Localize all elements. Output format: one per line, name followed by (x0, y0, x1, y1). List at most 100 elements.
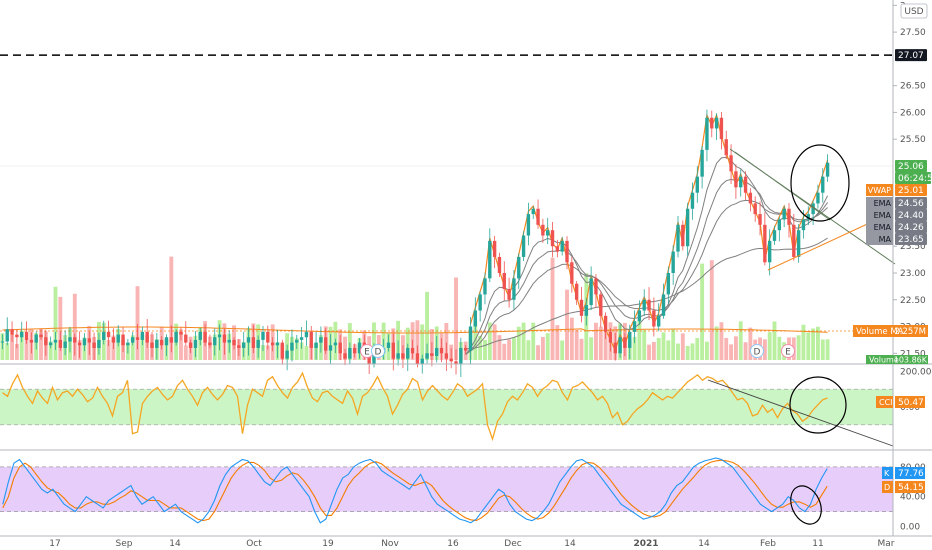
candle (348, 342, 352, 364)
candle (695, 166, 699, 203)
candle (222, 328, 227, 355)
candle (24, 321, 29, 344)
indicator-tags[interactable]: 27.07 25.06 06:24:51 VWAP 25.01 EMA 24.56 EMA 24… (853, 49, 932, 493)
volume-bar (811, 328, 816, 360)
candle (753, 196, 757, 222)
stochastic-tag[interactable]: D 54.15 (882, 481, 925, 493)
price-tag[interactable]: 23.65 (895, 233, 927, 245)
price-tag[interactable]: 27.07 (895, 49, 927, 62)
price-tag[interactable]: 25.06 (895, 160, 927, 172)
candle (502, 261, 506, 301)
candle (295, 334, 299, 349)
volume-bar (729, 344, 734, 360)
price-tag[interactable]: 25.01 (895, 184, 927, 196)
candle (280, 339, 284, 365)
indicator-name-tag[interactable]: MA (866, 233, 893, 245)
price-tag[interactable]: 24.56 (895, 197, 927, 209)
volume-bar (705, 341, 709, 360)
stochastic-tag[interactable]: K 77.76 (882, 467, 925, 479)
time-axis[interactable]: 17 Sep 14 Oct 19 Nov 16 Dec 14 2021 14 Feb 11 Mar (49, 539, 895, 549)
dividend-marker[interactable]: D (750, 344, 764, 358)
candle (439, 338, 444, 363)
candle (478, 291, 482, 322)
volume-bar (24, 338, 29, 360)
volume-bar (695, 338, 700, 360)
candle (131, 332, 135, 346)
candle (719, 111, 724, 150)
volume-bar (425, 291, 429, 360)
dividend-marker[interactable]: D (371, 344, 385, 358)
time-tick: Sep (116, 539, 133, 549)
ascending-trendline[interactable] (767, 219, 877, 271)
volume-bar (140, 334, 145, 360)
stochastic-tick: 0.00 (900, 523, 920, 533)
cci-tag[interactable]: CCI 50.47 (876, 396, 925, 408)
volume-bar (261, 345, 265, 360)
price-tag[interactable]: 06:24:51 (895, 172, 932, 184)
candle (550, 221, 555, 258)
volume-bar (748, 327, 753, 360)
candle (343, 349, 347, 366)
candle (203, 324, 207, 347)
currency-label[interactable]: USD (900, 3, 928, 19)
volume-bar (106, 339, 111, 360)
price-tag[interactable]: 24.26 (895, 221, 927, 233)
earnings-marker[interactable]: E (360, 344, 374, 358)
candle (618, 324, 622, 358)
earnings-marker[interactable]: E (781, 344, 795, 358)
volume-bar (179, 329, 183, 360)
indicator-name-tag[interactable]: EMA (866, 197, 893, 209)
volume-bar (5, 342, 10, 360)
candle (299, 327, 304, 349)
candle (599, 290, 603, 328)
time-tick: Dec (504, 539, 521, 549)
candles (0, 109, 830, 378)
volume-bar (560, 340, 565, 360)
stochastic-pane[interactable] (0, 457, 893, 529)
candle (208, 334, 212, 349)
candle (497, 252, 502, 277)
volume-bar (603, 330, 608, 360)
candle (767, 229, 772, 276)
volume-bar (565, 289, 569, 360)
volume-bar (816, 326, 820, 360)
candle (174, 329, 178, 346)
indicator-name-tag[interactable]: VWAP (866, 184, 893, 196)
volume-ma-tag[interactable]: Volume MA2.257M (853, 325, 928, 337)
volume-bar (656, 337, 661, 360)
volume-bar (579, 338, 584, 360)
volume-bar (502, 343, 507, 360)
volume-bar (487, 322, 492, 360)
candle (671, 245, 675, 285)
cci-pane[interactable] (0, 371, 894, 447)
candle (613, 333, 617, 361)
candle (232, 337, 236, 350)
candle (5, 317, 9, 346)
candle (700, 145, 704, 189)
volume-bar (589, 337, 594, 360)
volume-bar (719, 322, 724, 360)
indicator-name: VWAP (868, 186, 891, 195)
candle (739, 169, 743, 197)
time-tick: 17 (49, 539, 60, 549)
channel-trendline[interactable] (734, 151, 831, 221)
candle (666, 266, 671, 304)
ema-line (465, 199, 828, 355)
price-tag[interactable]: 24.40 (895, 209, 927, 221)
indicator-name-tag[interactable]: EMA (866, 221, 893, 233)
cci-trendline[interactable] (707, 379, 894, 447)
volume-bars (0, 256, 830, 360)
indicator-name-tag[interactable]: EMA (866, 209, 893, 221)
candle (560, 236, 564, 256)
cci-line (2, 371, 828, 442)
candle (328, 334, 333, 364)
candle (579, 286, 584, 323)
candle (454, 349, 458, 375)
volume-bar (444, 323, 449, 360)
candle (111, 328, 116, 349)
